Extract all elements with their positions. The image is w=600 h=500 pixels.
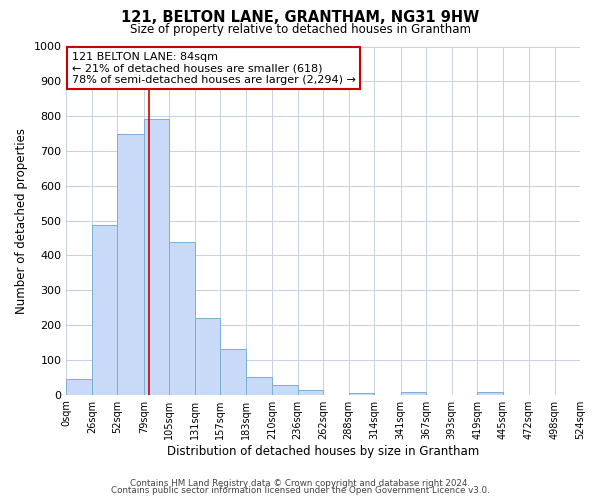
Text: Size of property relative to detached houses in Grantham: Size of property relative to detached ho… [130,22,470,36]
Bar [169,242,195,394]
Bar [220,350,246,395]
X-axis label: Distribution of detached houses by size in Grantham: Distribution of detached houses by size … [167,444,479,458]
Bar [67,379,92,394]
Text: 121, BELTON LANE, GRANTHAM, NG31 9HW: 121, BELTON LANE, GRANTHAM, NG31 9HW [121,10,479,25]
Bar [298,390,323,394]
Bar [401,392,426,394]
Y-axis label: Number of detached properties: Number of detached properties [15,128,28,314]
Bar [246,376,272,394]
Bar [92,225,118,394]
Bar [144,118,169,394]
Bar [195,318,220,394]
Text: Contains public sector information licensed under the Open Government Licence v3: Contains public sector information licen… [110,486,490,495]
Bar [349,392,374,394]
Bar [272,385,298,394]
Bar [477,392,503,394]
Bar [118,134,144,394]
Text: 121 BELTON LANE: 84sqm
← 21% of detached houses are smaller (618)
78% of semi-de: 121 BELTON LANE: 84sqm ← 21% of detached… [71,52,355,85]
Text: Contains HM Land Registry data © Crown copyright and database right 2024.: Contains HM Land Registry data © Crown c… [130,478,470,488]
